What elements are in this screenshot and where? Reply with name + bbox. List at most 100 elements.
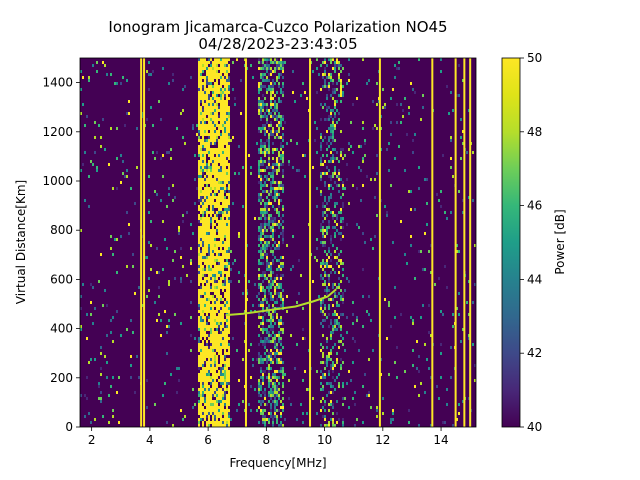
- heatmap-cell: [218, 265, 220, 268]
- heatmap-cell: [184, 85, 186, 88]
- heatmap-cell: [200, 184, 202, 187]
- heatmap-cell: [204, 193, 206, 196]
- heatmap-cell: [206, 268, 208, 271]
- heatmap-cell: [264, 181, 266, 184]
- heatmap-cell: [266, 130, 268, 133]
- heatmap-cell: [340, 94, 342, 97]
- heatmap-cell: [206, 130, 208, 133]
- heatmap-cell: [192, 127, 194, 130]
- heatmap-cell: [400, 103, 402, 106]
- heatmap-cell: [226, 106, 228, 109]
- heatmap-cell: [198, 154, 200, 157]
- heatmap-cell: [332, 391, 334, 394]
- heatmap-cell: [100, 352, 102, 355]
- heatmap-cell: [280, 223, 282, 226]
- heatmap-cell: [216, 175, 218, 178]
- heatmap-cell: [186, 211, 188, 214]
- heatmap-cell: [342, 184, 344, 187]
- heatmap-cell: [412, 322, 414, 325]
- heatmap-cell: [264, 250, 266, 253]
- heatmap-cell: [260, 208, 262, 211]
- heatmap-cell: [324, 82, 326, 85]
- heatmap-cell: [258, 355, 260, 358]
- heatmap-cell: [208, 298, 210, 301]
- heatmap-cell: [214, 277, 216, 280]
- heatmap-cell: [198, 103, 200, 106]
- heatmap-cell: [264, 424, 266, 427]
- heatmap-cell: [206, 187, 208, 190]
- heatmap-cell: [204, 295, 206, 298]
- heatmap-cell: [224, 85, 226, 88]
- heatmap-cell: [274, 148, 276, 151]
- heatmap-cell: [270, 88, 272, 91]
- heatmap-cell: [162, 67, 164, 70]
- heatmap-cell: [330, 265, 332, 268]
- heatmap-cell: [208, 277, 210, 280]
- heatmap-cell: [206, 202, 208, 205]
- heatmap-cell: [276, 211, 278, 214]
- heatmap-cell: [264, 328, 266, 331]
- heatmap-cell: [260, 181, 262, 184]
- heatmap-cell: [214, 358, 216, 361]
- heatmap-cell: [260, 139, 262, 142]
- heatmap-cell: [334, 256, 336, 259]
- heatmap-cell: [344, 349, 346, 352]
- heatmap-cell: [274, 340, 276, 343]
- heatmap-cell: [316, 205, 318, 208]
- heatmap-cell: [166, 151, 168, 154]
- heatmap-cell: [218, 151, 220, 154]
- heatmap-cell: [220, 166, 222, 169]
- heatmap-cell: [212, 253, 214, 256]
- heatmap-cell: [342, 220, 344, 223]
- heatmap-cell: [210, 397, 212, 400]
- heatmap-cell: [328, 352, 330, 355]
- heatmap-cell: [208, 295, 210, 298]
- heatmap-cell: [126, 79, 128, 82]
- heatmap-cell: [264, 217, 266, 220]
- heatmap-cell: [260, 289, 262, 292]
- heatmap-cell: [200, 142, 202, 145]
- heatmap-cell: [458, 313, 460, 316]
- heatmap-cell: [270, 73, 272, 76]
- heatmap-cell: [136, 166, 138, 169]
- heatmap-cell: [268, 355, 270, 358]
- heatmap-cell: [222, 382, 224, 385]
- heatmap-cell: [220, 367, 222, 370]
- heatmap-cell: [210, 196, 212, 199]
- heatmap-cell: [206, 298, 208, 301]
- heatmap-cell: [204, 211, 206, 214]
- heatmap-cell: [220, 424, 222, 427]
- heatmap-cell: [278, 127, 280, 130]
- heatmap-cell: [462, 79, 464, 82]
- heatmap-cell: [98, 397, 100, 400]
- heatmap-cell: [334, 124, 336, 127]
- heatmap-cell: [368, 313, 370, 316]
- heatmap-cell: [268, 265, 270, 268]
- heatmap-cell: [268, 139, 270, 142]
- heatmap-cell: [434, 283, 436, 286]
- heatmap-cell: [214, 319, 216, 322]
- heatmap-cell: [226, 400, 228, 403]
- heatmap-cell: [340, 70, 342, 73]
- heatmap-cell: [266, 262, 268, 265]
- heatmap-cell: [198, 148, 200, 151]
- heatmap-cell: [208, 265, 210, 268]
- heatmap-cell: [208, 223, 210, 226]
- heatmap-cell: [200, 370, 202, 373]
- heatmap-cell: [198, 214, 200, 217]
- heatmap-cell: [270, 61, 272, 64]
- heatmap-cell: [136, 355, 138, 358]
- heatmap-cell: [308, 139, 310, 142]
- heatmap-cell: [204, 58, 206, 61]
- heatmap-cell: [206, 379, 208, 382]
- heatmap-cell: [262, 253, 264, 256]
- heatmap-cell: [204, 370, 206, 373]
- heatmap-cell: [220, 403, 222, 406]
- heatmap-cell: [272, 163, 274, 166]
- heatmap-cell: [226, 406, 228, 409]
- heatmap-cell: [206, 412, 208, 415]
- heatmap-cell: [206, 220, 208, 223]
- heatmap-cell: [208, 346, 210, 349]
- heatmap-cell: [228, 130, 230, 133]
- heatmap-cell: [270, 406, 272, 409]
